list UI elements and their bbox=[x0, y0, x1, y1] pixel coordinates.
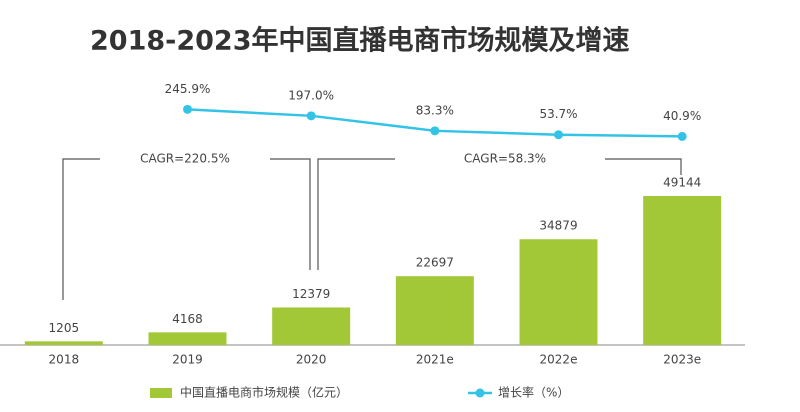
bar bbox=[24, 341, 103, 345]
point bbox=[183, 104, 192, 114]
data-label: 4168 bbox=[172, 312, 203, 326]
bar bbox=[148, 332, 227, 345]
data-label: 49144 bbox=[663, 175, 701, 189]
data-label: 83.3% bbox=[416, 103, 454, 117]
data-label: 1205 bbox=[49, 321, 80, 335]
bar bbox=[272, 307, 351, 345]
bar bbox=[395, 276, 474, 345]
x-tick-label: 2023e bbox=[663, 353, 701, 367]
x-tick-label: 2020 bbox=[296, 353, 327, 367]
annotation: CAGR=58.3% bbox=[464, 152, 546, 166]
chart-title: 2018-2023年中国直播电商市场规模及增速 bbox=[90, 25, 630, 57]
point bbox=[554, 130, 563, 140]
x-tick-label: 2022e bbox=[540, 353, 578, 367]
data-label: 40.9% bbox=[663, 109, 701, 123]
cagr-bracket bbox=[62, 158, 311, 300]
point bbox=[306, 111, 316, 121]
legend-swatch bbox=[475, 388, 485, 398]
x-tick-label: 2019 bbox=[172, 353, 203, 367]
data-label: 34879 bbox=[539, 219, 577, 233]
data-label: 53.7% bbox=[539, 107, 577, 121]
data-label: 197.0% bbox=[288, 88, 334, 102]
data-label: 22697 bbox=[416, 256, 454, 270]
data-label: 12379 bbox=[292, 287, 330, 301]
point bbox=[430, 126, 440, 136]
x-tick-label: 2021e bbox=[416, 353, 454, 367]
x-tick-label: 2018 bbox=[49, 353, 80, 367]
annotation: CAGR=220.5% bbox=[140, 152, 230, 166]
bar bbox=[519, 239, 598, 345]
legend-label: 中国直播电商市场规模（亿元） bbox=[180, 385, 348, 400]
bar bbox=[643, 195, 722, 345]
legend-swatch bbox=[150, 388, 172, 398]
data-label: 245.9% bbox=[165, 82, 211, 96]
legend-label: 增长率（%） bbox=[498, 385, 569, 400]
point bbox=[677, 131, 687, 141]
cagr-bracket bbox=[317, 158, 682, 270]
